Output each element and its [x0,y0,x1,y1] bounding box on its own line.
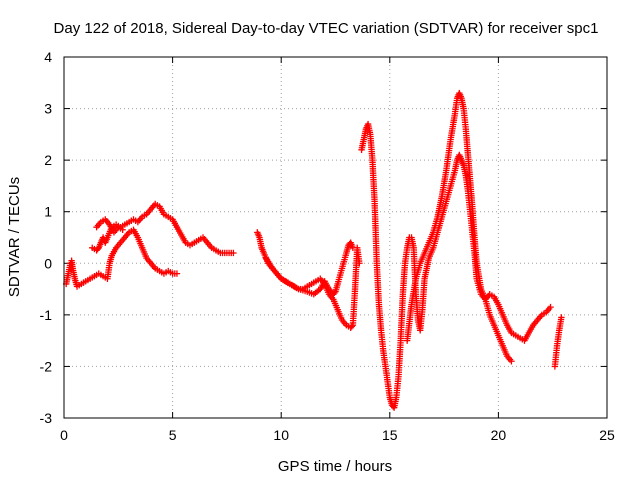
y-tick-label: -1 [40,307,53,323]
x-tick-label: 10 [273,427,289,443]
x-axis-label: GPS time / hours [278,458,392,475]
data-point [547,303,554,311]
data-points [62,89,565,411]
series-segment-3 [93,216,126,236]
data-point [508,358,515,365]
data-point [349,244,357,252]
x-tick-label: 15 [382,427,398,443]
plot-frame [63,56,608,419]
x-tick-label: 5 [169,427,177,443]
data-point [348,323,355,330]
data-point [331,289,338,297]
y-axis-label: SDTVAR / TECUs [6,177,23,297]
y-tick-label: 2 [44,152,52,168]
grid-lines [64,57,607,418]
series-segment-1 [62,226,181,290]
y-tick-label: 3 [44,101,52,117]
chart-title: Day 122 of 2018, Sidereal Day-to-day VTE… [54,20,599,37]
series-segment-6 [358,120,515,411]
data-point [558,314,565,321]
data-point [230,249,237,257]
series-segment-5 [262,239,357,298]
y-tick-label: -3 [40,410,53,426]
series-segment-7 [403,89,554,344]
series-segment-8 [551,314,565,370]
data-point [356,260,363,267]
y-tick-label: 0 [44,255,52,271]
x-tick-label: 25 [599,427,615,443]
y-tick-label: 1 [44,204,52,220]
x-tick-label: 20 [491,427,507,443]
data-point [119,226,126,233]
y-tick-label: 4 [44,49,52,65]
series-segment-2 [89,200,237,257]
y-tick-label: -2 [40,358,53,374]
series-segment-4 [254,229,363,331]
data-point [173,270,181,277]
x-tick-label: 0 [60,427,68,443]
